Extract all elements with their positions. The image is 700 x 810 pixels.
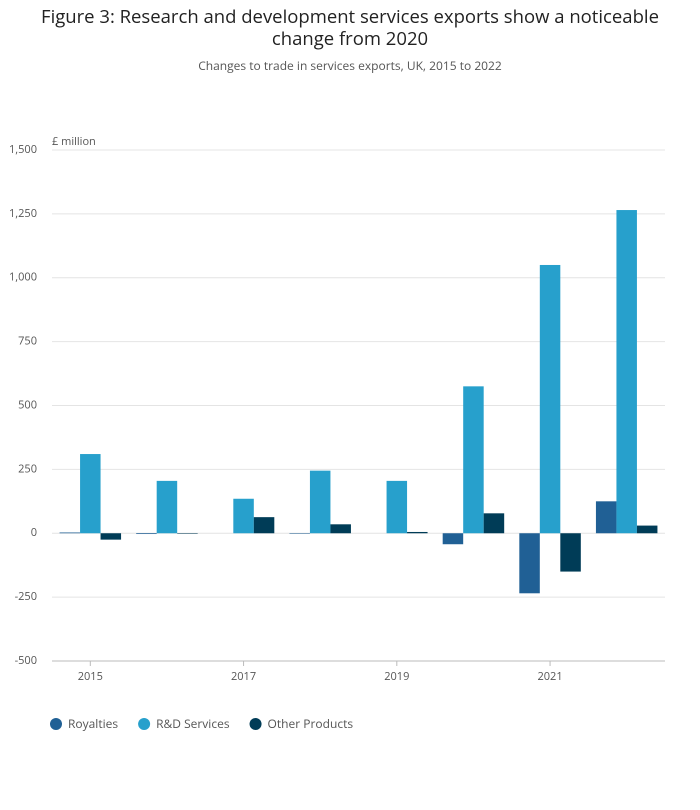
x-tick-label: 2019 xyxy=(384,669,409,684)
bar xyxy=(595,501,617,534)
y-tick-label: 500 xyxy=(18,397,37,412)
legend-swatch xyxy=(50,718,62,730)
bar xyxy=(233,498,254,534)
y-tick-label: -500 xyxy=(15,653,37,668)
bar xyxy=(442,533,464,545)
x-tick-label: 2021 xyxy=(537,669,562,684)
legend-label: R&D Services xyxy=(156,715,230,732)
x-tick-label: 2015 xyxy=(78,669,103,684)
bar xyxy=(253,517,275,534)
bar xyxy=(616,210,637,534)
y-tick-label: 1,000 xyxy=(9,270,37,285)
y-axis-label: £ million xyxy=(52,134,96,149)
bar xyxy=(539,264,561,534)
legend-swatch xyxy=(249,718,262,730)
bar xyxy=(100,533,122,540)
legend-label: Royalties xyxy=(68,715,118,732)
chart-title: Figure 3: Research and development servi… xyxy=(41,4,659,51)
bar xyxy=(177,533,198,534)
legend-label: Other Products xyxy=(268,715,354,732)
bar xyxy=(519,533,540,594)
bar xyxy=(330,524,351,534)
x-tick-label: 2017 xyxy=(231,669,256,684)
bar xyxy=(636,525,658,534)
y-tick-label: 250 xyxy=(18,461,37,476)
legend-swatch xyxy=(138,718,151,730)
y-tick-label: 1,250 xyxy=(9,206,37,221)
y-tick-label: 750 xyxy=(18,334,37,349)
bar xyxy=(136,533,157,535)
bar xyxy=(407,531,428,534)
bar xyxy=(156,480,178,534)
bar xyxy=(59,532,81,534)
bar xyxy=(463,386,484,534)
y-tick-label: 0 xyxy=(31,525,37,540)
bar xyxy=(483,513,505,534)
bar xyxy=(309,470,331,534)
bar xyxy=(289,533,310,534)
bar xyxy=(560,533,581,572)
chart-subtitle: Changes to trade in services exports, UK… xyxy=(198,57,502,74)
y-tick-label: 1,500 xyxy=(9,142,37,157)
y-tick-label: -250 xyxy=(15,589,37,604)
bar xyxy=(80,454,101,534)
legend: Royalties R&D Services Other Products xyxy=(50,715,353,732)
bar xyxy=(386,480,408,534)
